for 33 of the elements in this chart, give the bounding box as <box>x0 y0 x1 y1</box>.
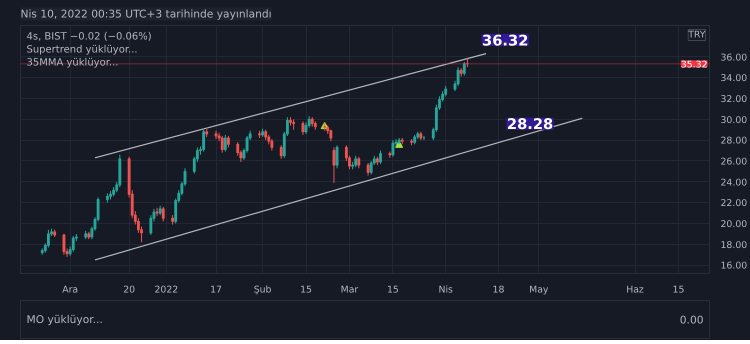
x-tick-label: 15 <box>672 284 684 296</box>
annotation: 36.32 <box>482 32 528 50</box>
y-axis-title: TRY <box>687 30 706 40</box>
annotation: Supertrend yüklüyor... <box>26 44 138 56</box>
x-tick-label: 15 <box>300 284 312 296</box>
x-tick-label: May <box>529 284 549 296</box>
x-tick-label: 15 <box>387 284 399 296</box>
y-tick-label: 30.00 <box>720 114 748 126</box>
x-tick-label: Haz <box>626 284 644 296</box>
x-tick-label: Nis <box>438 284 454 296</box>
annotation: 28.28 <box>506 116 554 134</box>
y-tick-label: 16.00 <box>720 260 748 272</box>
y-tick-label: 26.00 <box>720 156 748 168</box>
y-tick-label: 22.00 <box>720 198 748 210</box>
text: 4s, BIST −0.02 (−0.06%) <box>26 32 152 42</box>
x-tick-label: Ara <box>62 284 78 296</box>
y-tick-label: 18.00 <box>720 240 748 251</box>
y-tick-label: 20.00 <box>720 218 748 230</box>
text: 0.00 <box>680 314 704 326</box>
x-tick-label: 18 <box>492 284 504 296</box>
x-tick-label: 17 <box>210 284 222 296</box>
y-tick-label: 32.00 <box>720 94 748 105</box>
ref-line-label: 35.32 <box>680 59 708 70</box>
chart-title: Nis 10, 2022 00:35 UTC+3 tarihinde yayınlandı <box>20 8 272 20</box>
y-tick-label: 24.00 <box>720 177 748 188</box>
x-tick-label: Şub <box>254 284 272 296</box>
x-tick-label: 20 <box>123 284 136 296</box>
x-tick-label: 2022 <box>154 284 178 296</box>
y-tick-label: 34.00 <box>720 73 748 84</box>
x-tick-label: Mar <box>340 284 358 296</box>
y-tick-label: 28.00 <box>720 136 748 147</box>
text: MO yüklüyor... <box>26 313 103 326</box>
y-tick-label: 36.00 <box>720 52 748 64</box>
